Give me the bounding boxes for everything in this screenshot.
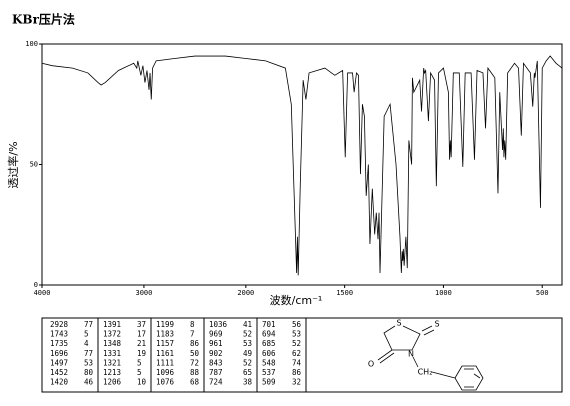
table-cell: 1420 [50,378,69,387]
x-tick-label: 3000 [135,289,152,297]
table-cell: 21 [137,339,146,348]
table-cell: 1111 [156,358,174,367]
table-cell: 50 [190,349,200,358]
table-cell: 2928 [50,320,69,329]
table-cell: 843 [209,358,223,367]
table-cell: 1452 [50,368,68,377]
table-cell: 37 [137,320,146,329]
table-cell: 80 [84,368,94,377]
table-cell: 1199 [156,320,174,329]
atom-label: S [396,319,401,328]
table-frame [41,317,563,393]
x-tick-label: 2000 [237,289,254,297]
table-cell: 1076 [156,378,175,387]
table-cell: 72 [190,358,199,367]
table-cell: 1348 [103,339,122,348]
x-tick-label: 4000 [34,289,51,297]
table-cell: 17 [137,330,146,339]
table-cell: 19 [137,349,146,358]
table-cell: 1372 [103,330,121,339]
chart-title: KBr压片法 [12,12,75,27]
table-cell: 52 [243,358,252,367]
table-cell: 1157 [156,339,174,348]
table-cell: 537 [262,368,276,377]
table-cell: 548 [262,358,276,367]
table-cell: 1161 [156,349,174,358]
table-cell: 4 [84,339,89,348]
table-cell: 46 [84,378,94,387]
table-cell: 701 [262,320,276,329]
table-cell: 77 [84,349,93,358]
table-cell: 53 [292,330,301,339]
y-axis-label: 透过率/% [6,141,20,188]
table-cell: 8 [190,320,195,329]
table-dividers [97,318,307,392]
table-cell: 1183 [156,330,174,339]
table-cell: 52 [292,339,301,348]
x-tick-label: 500 [536,289,549,297]
table-cell: 694 [262,330,276,339]
table-cell: 86 [292,368,302,377]
table-cell: 1096 [156,368,175,377]
table-cell: 1391 [103,320,121,329]
table-cell: 38 [243,378,253,387]
x-axis-label: 波数/cm⁻¹ [270,294,323,307]
table-cell: 53 [84,358,93,367]
table-cell: 10 [137,378,147,387]
plot-frame [41,43,563,286]
table-cell: 68 [190,378,200,387]
atom-label: CH₂ [418,368,433,377]
table-cell: 88 [190,368,200,377]
y-tick-label: 0 [34,281,38,289]
table-cell: 1735 [50,339,68,348]
table-cell: 1036 [209,320,228,329]
table-cell: 902 [209,349,223,358]
table-cell: 5 [137,368,142,377]
table-cell: 65 [243,368,252,377]
table-cell: 74 [292,358,302,367]
table-cell: 1321 [103,358,121,367]
table-cell: 1206 [103,378,122,387]
table-cell: 724 [209,378,223,387]
table-cell: 961 [209,339,223,348]
table-cell: 62 [292,349,301,358]
table-cell: 5 [137,358,142,367]
table-cell: 49 [243,349,252,358]
x-tick-label: 1500 [336,289,353,297]
table-cell: 5 [84,330,89,339]
y-tick-label: 100 [25,40,38,48]
table-cell: 1331 [103,349,121,358]
table-cell: 969 [209,330,223,339]
table-cell: 7 [190,330,195,339]
table-cell: 1743 [50,330,68,339]
table-cell: 606 [262,349,276,358]
structure-bonds [377,325,484,391]
table-cell: 56 [292,320,302,329]
table-cell: 41 [243,320,252,329]
table-cell: 53 [243,339,252,348]
spectrum-line [41,55,563,276]
y-tick-label: 50 [30,161,38,169]
table-cell: 685 [262,339,276,348]
table-cell: 1696 [50,349,69,358]
atom-label: N [408,350,414,359]
table-cell: 509 [262,378,276,387]
table-cell: 32 [292,378,301,387]
table-cell: 77 [84,320,93,329]
table-cell: 86 [190,339,200,348]
table-cell: 52 [243,330,252,339]
atom-label: O [368,360,374,369]
table-cell: 787 [209,368,223,377]
table-cell: 1213 [103,368,121,377]
atom-label: S [434,320,439,329]
table-cell: 1497 [50,358,68,367]
x-tick-label: 1000 [435,289,452,297]
